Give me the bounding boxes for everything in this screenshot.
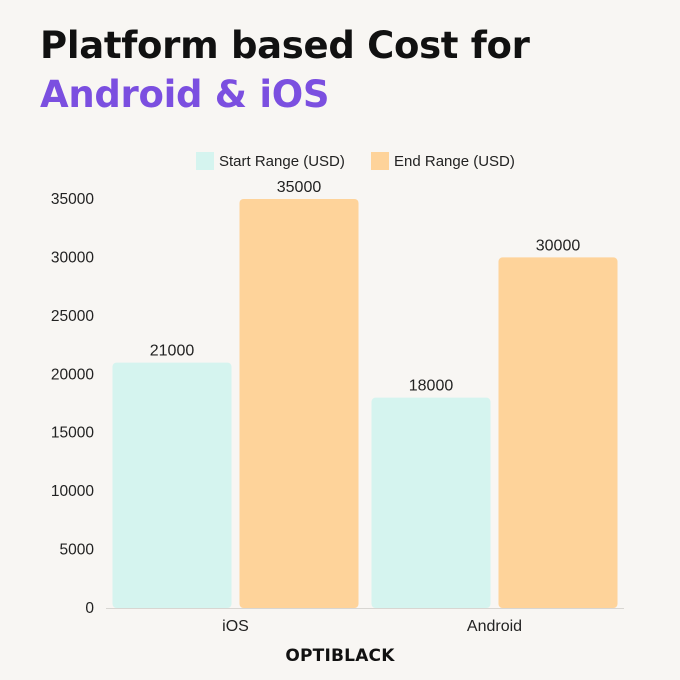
legend-swatch	[371, 152, 389, 170]
x-tick-label: Android	[467, 618, 522, 635]
bar-ios-end	[239, 199, 359, 608]
y-tick-label: 15000	[51, 425, 94, 442]
data-label: 35000	[277, 179, 322, 196]
y-axis: 0 5000 10000 15000 20000 25000 30000 35000	[51, 191, 94, 617]
x-axis: iOS Android	[106, 608, 624, 635]
brand-logo: OPTIBLACK	[285, 646, 395, 666]
bars: 21000 35000 18000 30000	[112, 179, 618, 608]
bar-android-end	[498, 257, 618, 608]
bar-ios-start	[112, 362, 232, 608]
x-tick-label: iOS	[222, 618, 249, 635]
legend: Start Range (USD) End Range (USD)	[196, 152, 515, 170]
y-tick-label: 10000	[51, 483, 94, 500]
y-tick-label: 5000	[60, 542, 95, 559]
legend-label: End Range (USD)	[394, 153, 515, 170]
chart-title: Platform based Cost for	[40, 24, 530, 67]
y-tick-label: 20000	[51, 366, 94, 383]
y-tick-label: 0	[85, 600, 94, 617]
y-tick-label: 25000	[51, 308, 94, 325]
legend-swatch	[196, 152, 214, 170]
data-label: 21000	[150, 343, 195, 360]
y-tick-label: 35000	[51, 191, 94, 208]
y-tick-label: 30000	[51, 249, 94, 266]
data-label: 30000	[536, 237, 581, 254]
chart-subtitle: Android & iOS	[40, 73, 330, 116]
legend-label: Start Range (USD)	[219, 153, 345, 170]
bar-android-start	[371, 397, 491, 608]
data-label: 18000	[409, 378, 454, 395]
